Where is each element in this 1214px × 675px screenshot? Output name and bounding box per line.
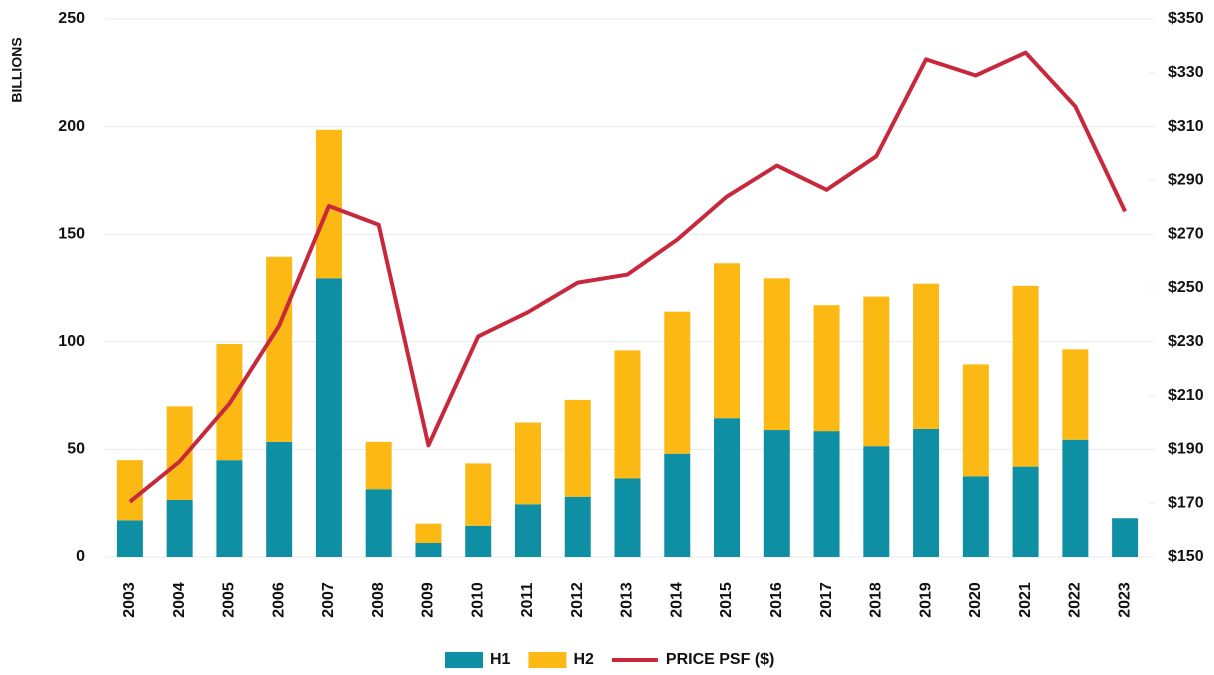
y2-tick-label: $350 <box>1168 10 1204 27</box>
y-tick-label: 200 <box>58 118 85 135</box>
bar <box>664 453 691 557</box>
y2-tick-label: $290 <box>1168 172 1204 189</box>
x-tick-label: 2016 <box>768 582 785 618</box>
bar <box>813 431 840 557</box>
x-tick-label: 2015 <box>718 582 735 618</box>
legend-label: H1 <box>490 651 511 668</box>
bar <box>564 399 591 497</box>
y2-tick-label: $270 <box>1168 225 1204 242</box>
y2-tick-label: $310 <box>1168 118 1204 135</box>
x-tick-label: 2013 <box>619 582 636 618</box>
y-tick-label: 150 <box>58 225 85 242</box>
y2-tick-label: $190 <box>1168 441 1204 458</box>
x-tick-label: 2007 <box>320 582 337 618</box>
bar <box>365 441 392 490</box>
bar <box>514 422 541 505</box>
bar <box>863 446 890 557</box>
bar <box>564 496 591 557</box>
bar <box>1112 518 1139 557</box>
y-axis-label: BILLIONS <box>9 37 25 102</box>
price-line <box>128 50 1127 504</box>
y-tick-label: 0 <box>76 548 85 565</box>
legend-label: H2 <box>573 651 594 668</box>
y2-tick-label: $250 <box>1168 279 1204 296</box>
x-tick-label: 2020 <box>967 582 984 618</box>
bar <box>763 278 790 431</box>
bar <box>1012 285 1039 467</box>
x-tick-label: 2004 <box>171 582 188 618</box>
bar <box>1062 439 1089 557</box>
x-tick-label: 2008 <box>370 582 387 618</box>
x-tick-label: 2023 <box>1116 582 1133 618</box>
x-tick-label: 2010 <box>469 582 486 618</box>
x-tick-label: 2012 <box>569 582 586 618</box>
bar <box>514 504 541 557</box>
x-tick-label: 2021 <box>1017 582 1034 618</box>
x-tick-label: 2006 <box>270 582 287 618</box>
bar <box>266 256 293 442</box>
bar <box>166 499 193 557</box>
legend-swatch <box>445 652 483 668</box>
bar <box>714 418 741 557</box>
y-tick-label: 250 <box>58 10 85 27</box>
x-tick-label: 2011 <box>519 583 536 618</box>
bar <box>962 364 989 477</box>
bar <box>763 430 790 557</box>
y-tick-label: 100 <box>58 333 85 350</box>
y2-tick-label: $170 <box>1168 494 1204 511</box>
bar <box>962 476 989 557</box>
y2-tick-label: $230 <box>1168 333 1204 350</box>
y2-tick-label: $330 <box>1168 64 1204 81</box>
bar <box>913 283 940 429</box>
bar <box>714 263 741 419</box>
bar <box>415 543 442 557</box>
bar <box>664 311 691 454</box>
bar <box>315 278 342 557</box>
bar <box>116 460 143 521</box>
bar <box>266 441 293 557</box>
x-tick-label: 2018 <box>868 582 885 618</box>
bar <box>1012 466 1039 557</box>
y2-tick-label: $150 <box>1168 548 1204 565</box>
bar <box>216 460 243 557</box>
legend-label: PRICE PSF ($) <box>666 651 774 668</box>
bar <box>614 350 641 479</box>
x-tick-label: 2019 <box>917 582 934 618</box>
bar <box>465 463 492 526</box>
x-tick-label: 2014 <box>668 582 685 618</box>
bar <box>863 296 890 447</box>
x-tick-label: 2017 <box>818 582 835 618</box>
y2-tick-label: $210 <box>1168 387 1204 404</box>
legend-swatch <box>528 652 567 668</box>
x-tick-label: 2022 <box>1067 582 1084 618</box>
x-tick-label: 2003 <box>121 582 138 618</box>
x-tick-label: 2005 <box>221 582 238 618</box>
bar <box>1062 349 1089 440</box>
x-tick-label: 2009 <box>420 582 437 618</box>
bar <box>465 525 492 557</box>
bar <box>365 489 392 557</box>
bar <box>116 520 143 557</box>
bar <box>913 428 940 557</box>
bar <box>415 523 442 544</box>
bar <box>614 478 641 557</box>
bar <box>813 305 840 432</box>
y-tick-label: 50 <box>67 441 85 458</box>
